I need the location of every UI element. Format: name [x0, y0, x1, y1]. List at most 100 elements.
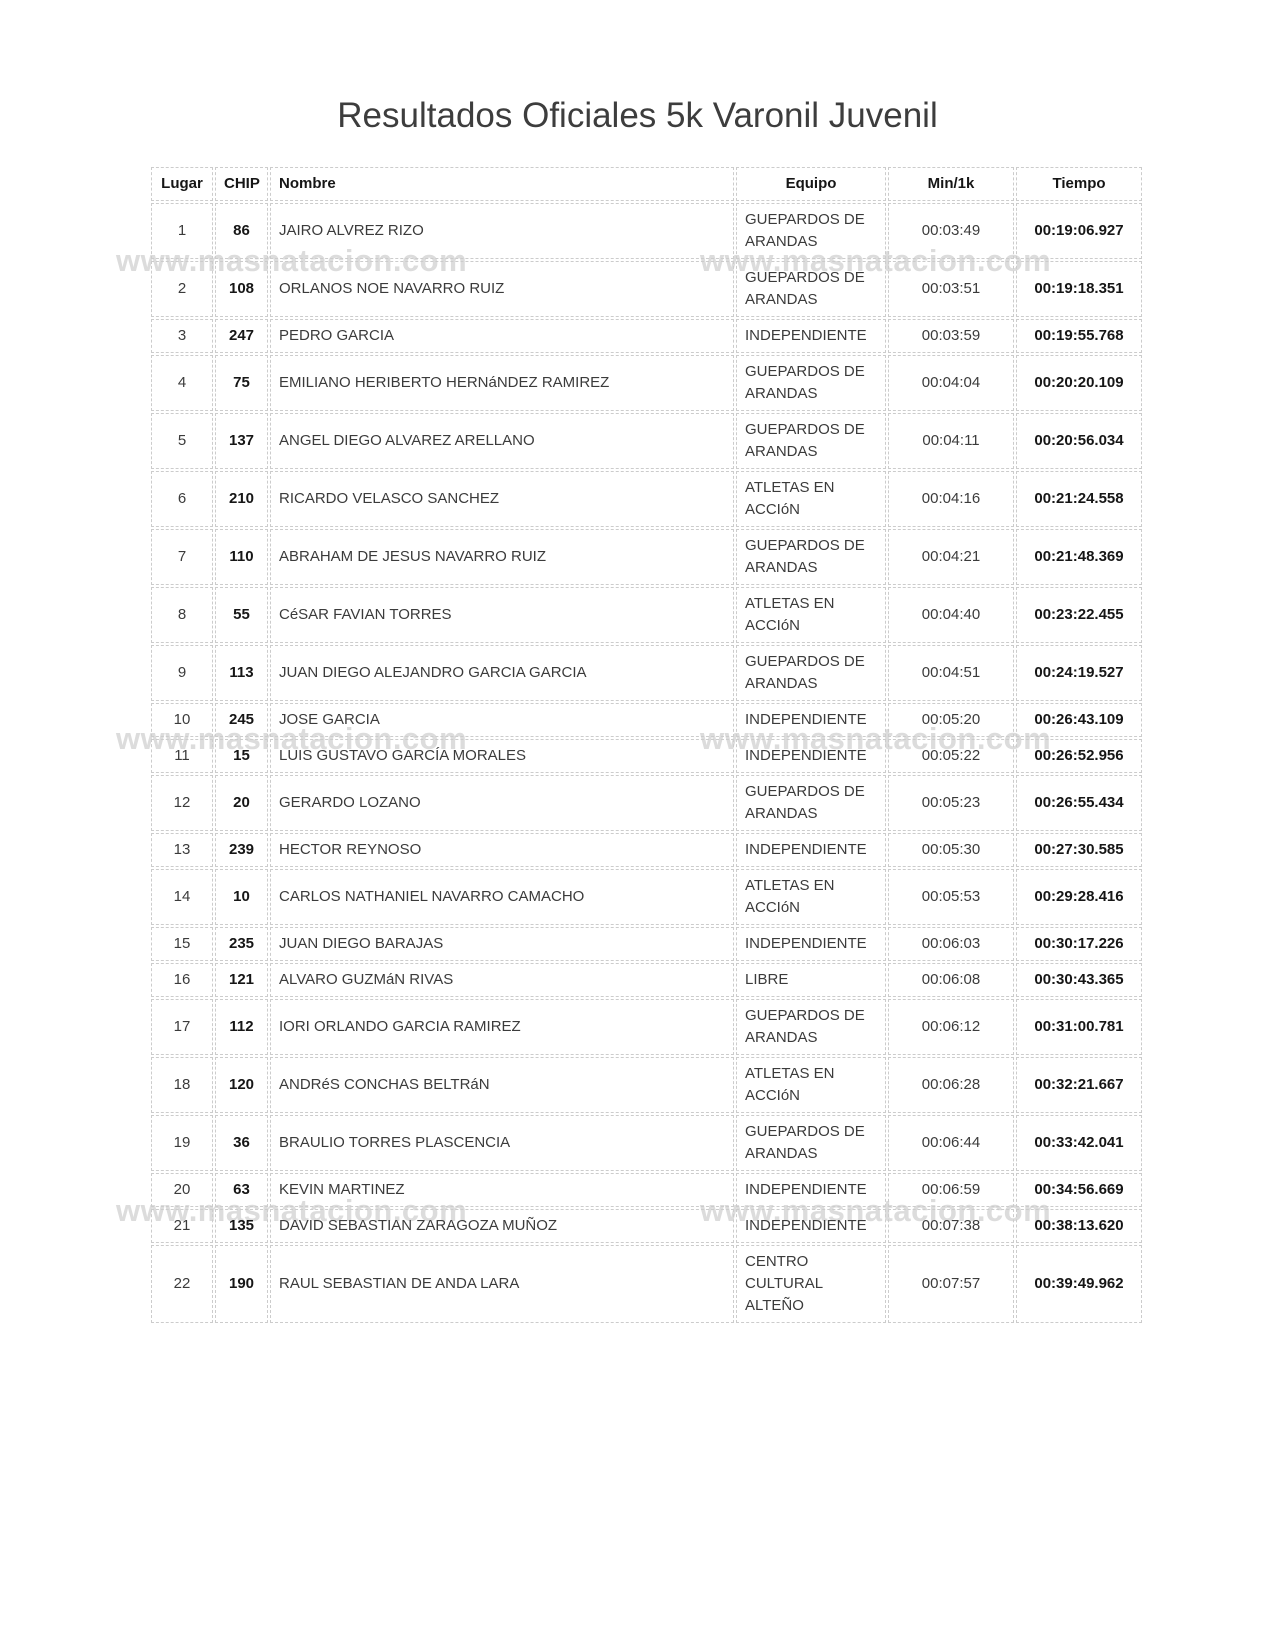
cell-equipo: GUEPARDOS DE ARANDAS [736, 355, 886, 411]
header-row: Lugar CHIP Nombre Equipo Min/1k Tiempo [151, 167, 1142, 201]
cell-lugar: 5 [151, 413, 213, 469]
cell-chip: 247 [215, 319, 268, 353]
cell-tiempo: 00:26:52.956 [1016, 739, 1142, 773]
cell-lugar: 6 [151, 471, 213, 527]
cell-lugar: 7 [151, 529, 213, 585]
cell-tiempo: 00:30:43.365 [1016, 963, 1142, 997]
cell-nombre: RAUL SEBASTIAN DE ANDA LARA [270, 1245, 734, 1323]
cell-min1k: 00:07:57 [888, 1245, 1014, 1323]
cell-lugar: 21 [151, 1209, 213, 1243]
cell-nombre: LUIS GUSTAVO GARCÍA MORALES [270, 739, 734, 773]
cell-tiempo: 00:30:17.226 [1016, 927, 1142, 961]
cell-chip: 121 [215, 963, 268, 997]
cell-lugar: 8 [151, 587, 213, 643]
cell-min1k: 00:06:03 [888, 927, 1014, 961]
cell-nombre: RICARDO VELASCO SANCHEZ [270, 471, 734, 527]
cell-tiempo: 00:26:55.434 [1016, 775, 1142, 831]
cell-tiempo: 00:19:18.351 [1016, 261, 1142, 317]
table-row: 17 112 IORI ORLANDO GARCIA RAMIREZ GUEPARDO… [151, 999, 1142, 1055]
cell-equipo: LIBRE [736, 963, 886, 997]
cell-tiempo: 00:20:20.109 [1016, 355, 1142, 411]
cell-chip: 245 [215, 703, 268, 737]
table-row: 16 121 ALVARO GUZMáN RIVAS LIBRE 00:06:08 00:… [151, 963, 1142, 997]
cell-chip: 15 [215, 739, 268, 773]
cell-lugar: 14 [151, 869, 213, 925]
cell-tiempo: 00:39:49.962 [1016, 1245, 1142, 1323]
cell-min1k: 00:05:20 [888, 703, 1014, 737]
cell-lugar: 20 [151, 1173, 213, 1207]
column-header-chip: CHIP [215, 167, 268, 201]
cell-chip: 190 [215, 1245, 268, 1323]
table-row: 14 10 CARLOS NATHANIEL NAVARRO CAMACHO ATLE… [151, 869, 1142, 925]
cell-equipo: GUEPARDOS DE ARANDAS [736, 775, 886, 831]
cell-chip: 75 [215, 355, 268, 411]
table-row: 2 108 ORLANOS NOE NAVARRO RUIZ GUEPARDOS DE… [151, 261, 1142, 317]
cell-tiempo: 00:24:19.527 [1016, 645, 1142, 701]
cell-tiempo: 00:21:48.369 [1016, 529, 1142, 585]
table-row: 6 210 RICARDO VELASCO SANCHEZ ATLETAS EN AC… [151, 471, 1142, 527]
cell-tiempo: 00:27:30.585 [1016, 833, 1142, 867]
table-row: 9 113 JUAN DIEGO ALEJANDRO GARCIA GARCIA GU… [151, 645, 1142, 701]
watermark-text: www.masnatacion.com [700, 721, 1052, 756]
cell-lugar: 22 [151, 1245, 213, 1323]
cell-equipo: ATLETAS EN ACCIóN [736, 1057, 886, 1113]
cell-nombre: HECTOR REYNOSO [270, 833, 734, 867]
cell-tiempo: 00:34:56.669 [1016, 1173, 1142, 1207]
table-row: 13 239 HECTOR REYNOSO INDEPENDIENTE 00:05:30… [151, 833, 1142, 867]
cell-equipo: INDEPENDIENTE [736, 1209, 886, 1243]
column-header-nombre: Nombre [270, 167, 734, 201]
table-row: 21 135 DAVID SEBASTIAN ZARAGOZA MUÑOZ INDEP… [151, 1209, 1142, 1243]
cell-lugar: 2 [151, 261, 213, 317]
table-row: 10 245 JOSE GARCIA INDEPENDIENTE 00:05:20 00:… [151, 703, 1142, 737]
watermark-text: www.masnatacion.com [116, 721, 468, 756]
cell-min1k: 00:04:11 [888, 413, 1014, 469]
cell-chip: 120 [215, 1057, 268, 1113]
cell-nombre: ALVARO GUZMáN RIVAS [270, 963, 734, 997]
cell-lugar: 12 [151, 775, 213, 831]
cell-lugar: 19 [151, 1115, 213, 1171]
table-row: 18 120 ANDRéS CONCHAS BELTRáN ATLETAS EN AC… [151, 1057, 1142, 1113]
results-table: Lugar CHIP Nombre Equipo Min/1k Tiempo 1… [149, 165, 1144, 1325]
cell-lugar: 10 [151, 703, 213, 737]
cell-equipo: ATLETAS EN ACCIóN [736, 587, 886, 643]
cell-min1k: 00:05:53 [888, 869, 1014, 925]
cell-equipo: GUEPARDOS DE ARANDAS [736, 529, 886, 585]
cell-lugar: 18 [151, 1057, 213, 1113]
table-row: 1 86 JAIRO ALVREZ RIZO GUEPARDOS DE ARANDAS… [151, 203, 1142, 259]
cell-min1k: 00:04:40 [888, 587, 1014, 643]
cell-min1k: 00:06:59 [888, 1173, 1014, 1207]
cell-nombre: ANDRéS CONCHAS BELTRáN [270, 1057, 734, 1113]
cell-nombre: JAIRO ALVREZ RIZO [270, 203, 734, 259]
page-title: Resultados Oficiales 5k Varonil Juvenil [337, 96, 938, 135]
cell-min1k: 00:05:30 [888, 833, 1014, 867]
table-row: 12 20 GERARDO LOZANO GUEPARDOS DE ARANDAS 00… [151, 775, 1142, 831]
cell-equipo: INDEPENDIENTE [736, 319, 886, 353]
cell-equipo: INDEPENDIENTE [736, 739, 886, 773]
cell-chip: 110 [215, 529, 268, 585]
cell-nombre: JOSE GARCIA [270, 703, 734, 737]
cell-tiempo: 00:20:56.034 [1016, 413, 1142, 469]
cell-equipo: ATLETAS EN ACCIóN [736, 869, 886, 925]
cell-nombre: ABRAHAM DE JESUS NAVARRO RUIZ [270, 529, 734, 585]
cell-lugar: 16 [151, 963, 213, 997]
cell-min1k: 00:03:49 [888, 203, 1014, 259]
cell-lugar: 15 [151, 927, 213, 961]
cell-equipo: INDEPENDIENTE [736, 833, 886, 867]
cell-nombre: ANGEL DIEGO ALVAREZ ARELLANO [270, 413, 734, 469]
table-row: 3 247 PEDRO GARCIA INDEPENDIENTE 00:03:59 00:… [151, 319, 1142, 353]
results-table-body: 1 8 6 JAIRO ALVREZ RIZO GUEPARDOS DE ARANDAS… [151, 203, 1142, 1323]
cell-chip: 20 [215, 775, 268, 831]
cell-chip: 36 [215, 1115, 268, 1171]
cell-min1k: 00:03:51 [888, 261, 1014, 317]
cell-tiempo: 00:32:21.667 [1016, 1057, 1142, 1113]
cell-equipo: INDEPENDIENTE [736, 703, 886, 737]
cell-min1k: 00:03:59 [888, 319, 1014, 353]
cell-min1k: 00:04:21 [888, 529, 1014, 585]
cell-lugar: 9 [151, 645, 213, 701]
cell-lugar: 3 [151, 319, 213, 353]
cell-chip: 55 [215, 587, 268, 643]
cell-nombre: CARLOS NATHANIEL NAVARRO CAMACHO [270, 869, 734, 925]
cell-chip: 63 [215, 1173, 268, 1207]
